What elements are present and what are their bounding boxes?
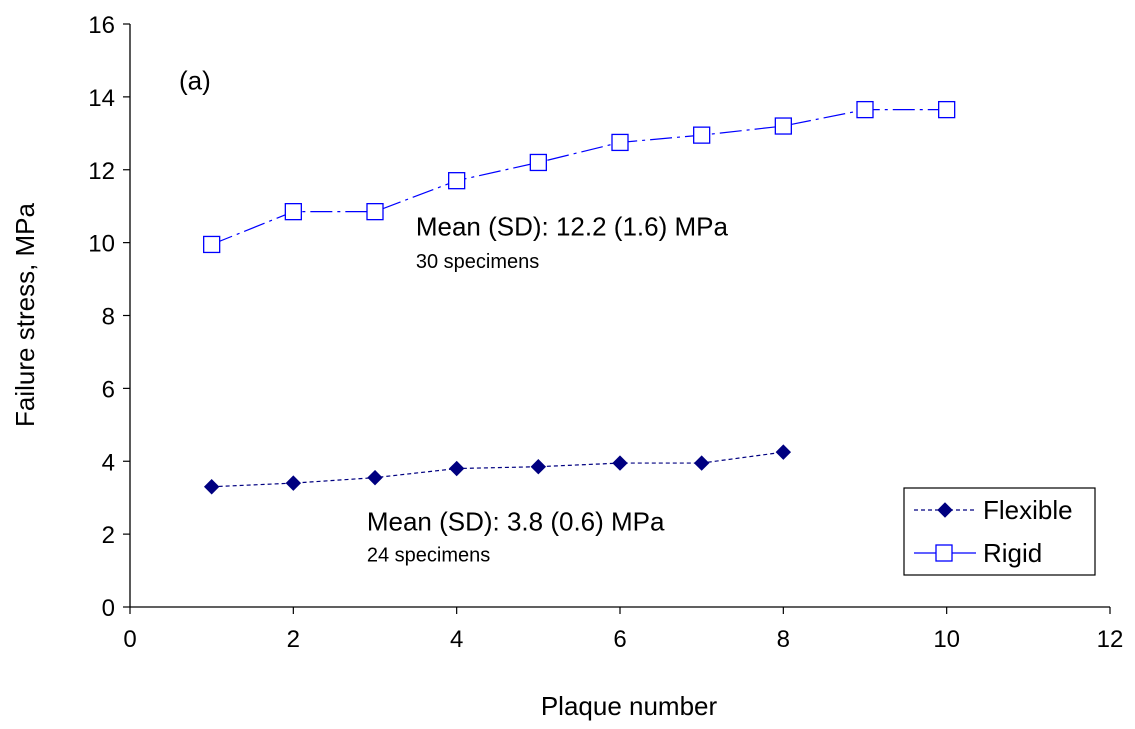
- data-point-rigid: [366, 203, 384, 221]
- annotation-flex-mean: Mean (SD): 3.8 (0.6) MPa: [367, 506, 665, 536]
- y-tick-label: 14: [88, 85, 115, 112]
- data-point-flexible: [203, 479, 220, 495]
- x-tick-label: 12: [1097, 626, 1124, 653]
- data-point-flexible: [367, 469, 383, 486]
- y-tick-label: 6: [102, 376, 115, 403]
- annotation-panel: (a): [179, 66, 211, 96]
- y-axis-title: Failure stress, MPa: [10, 202, 40, 426]
- y-tick-label: 8: [102, 304, 115, 331]
- series-layer: [203, 100, 956, 495]
- data-point-rigid: [774, 117, 792, 135]
- data-point-rigid: [203, 235, 221, 254]
- legend-rigid-marker: [935, 544, 953, 562]
- legend-rigid-label: Rigid: [983, 538, 1042, 568]
- series-line-flexible: [211, 451, 784, 488]
- annotation-rigid-mean: Mean (SD): 12.2 (1.6) MPa: [416, 211, 729, 241]
- data-point-flexible: [530, 459, 547, 475]
- y-tick-label: 2: [102, 522, 115, 549]
- data-point-flexible: [448, 460, 465, 477]
- legend-flexible-marker: [937, 502, 953, 518]
- data-point-rigid: [938, 100, 956, 119]
- y-tick-label: 12: [88, 158, 115, 185]
- x-ticks: 0 2 4 6 8 10 12: [123, 607, 1123, 653]
- y-tick-label: 10: [88, 231, 115, 258]
- y-tick-label: 16: [88, 12, 115, 39]
- legend-flexible-label: Flexible: [983, 495, 1073, 525]
- x-tick-label: 8: [777, 626, 790, 653]
- annotations: (a) Mean (SD): 12.2 (1.6) MPa 30 specimens…: [179, 66, 728, 567]
- x-tick-label: 10: [933, 626, 960, 653]
- series-line-rigid: [211, 109, 947, 246]
- y-tick-label: 4: [102, 449, 115, 476]
- data-point-rigid: [856, 100, 874, 119]
- data-point-rigid: [284, 203, 302, 221]
- data-point-flexible: [775, 444, 792, 460]
- x-tick-label: 2: [287, 626, 300, 653]
- data-point-rigid: [448, 172, 466, 190]
- x-axis-title: Plaque number: [541, 691, 718, 721]
- x-tick-label: 4: [450, 626, 463, 653]
- data-point-flexible: [693, 455, 710, 471]
- data-point-rigid: [611, 133, 629, 152]
- legend: Flexible Rigid: [903, 487, 1096, 576]
- data-point-rigid: [693, 126, 711, 144]
- data-point-rigid: [529, 153, 547, 172]
- annotation-flex-count: 24 specimens: [367, 544, 490, 566]
- y-ticks: 0 2 4 6 8 10 12 14 16: [88, 12, 130, 622]
- x-tick-label: 6: [613, 626, 626, 653]
- data-point-flexible: [612, 455, 628, 471]
- x-tick-label: 0: [123, 626, 136, 653]
- y-tick-label: 0: [102, 595, 115, 622]
- annotation-rigid-count: 30 specimens: [416, 251, 539, 273]
- data-point-flexible: [285, 475, 302, 491]
